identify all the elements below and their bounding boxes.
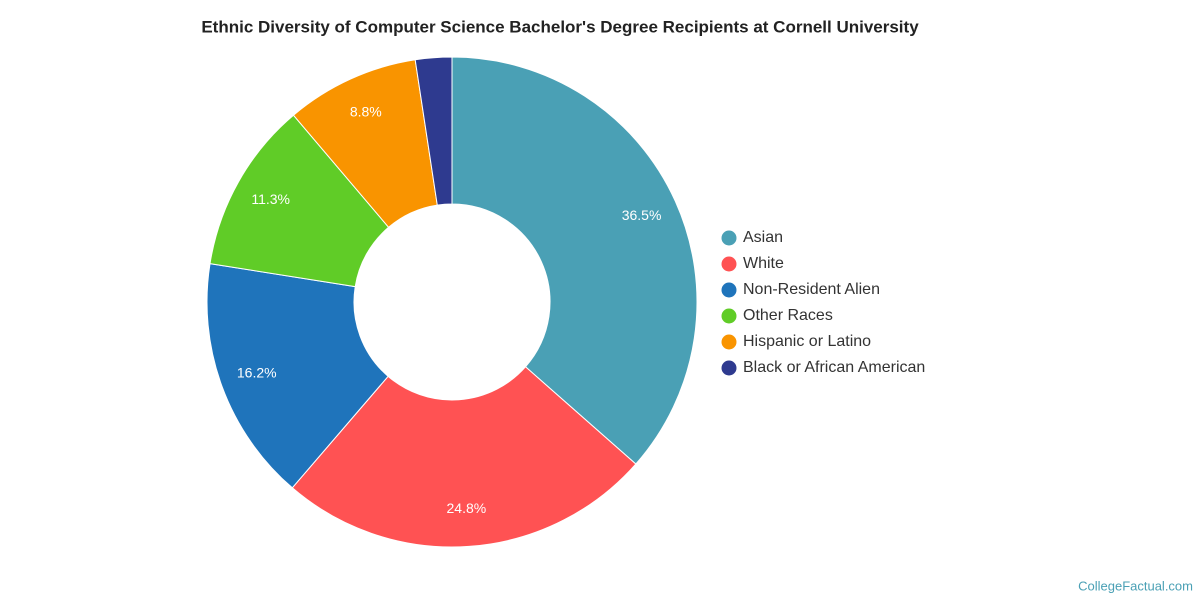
value-label: 36.5% [622,207,662,223]
value-label: 24.8% [447,500,487,516]
value-label: 8.8% [350,103,382,119]
legend-label: Hispanic or Latino [743,333,871,350]
value-label: 16.2% [237,364,277,380]
legend-swatch [721,230,737,246]
legend-label: Other Races [743,307,833,324]
slice [451,56,698,465]
slice [291,366,637,548]
legend-label: Asian [743,229,783,246]
legend-swatch [721,282,737,298]
chart-title: Ethnic Diversity of Computer Science Bac… [201,17,919,36]
legend-swatch [721,334,737,350]
slice [414,56,453,206]
credit: CollegeFactual.com [1078,578,1193,593]
value-label: 11.3% [251,191,290,207]
slice [206,263,389,489]
legend-label: Black or African American [743,359,925,376]
slice [209,114,390,288]
legend-swatch [721,256,737,272]
legend-label: Non-Resident Alien [743,281,880,298]
legend-label: White [743,255,784,272]
legend-swatch [721,360,737,376]
legend-swatch [721,308,737,324]
